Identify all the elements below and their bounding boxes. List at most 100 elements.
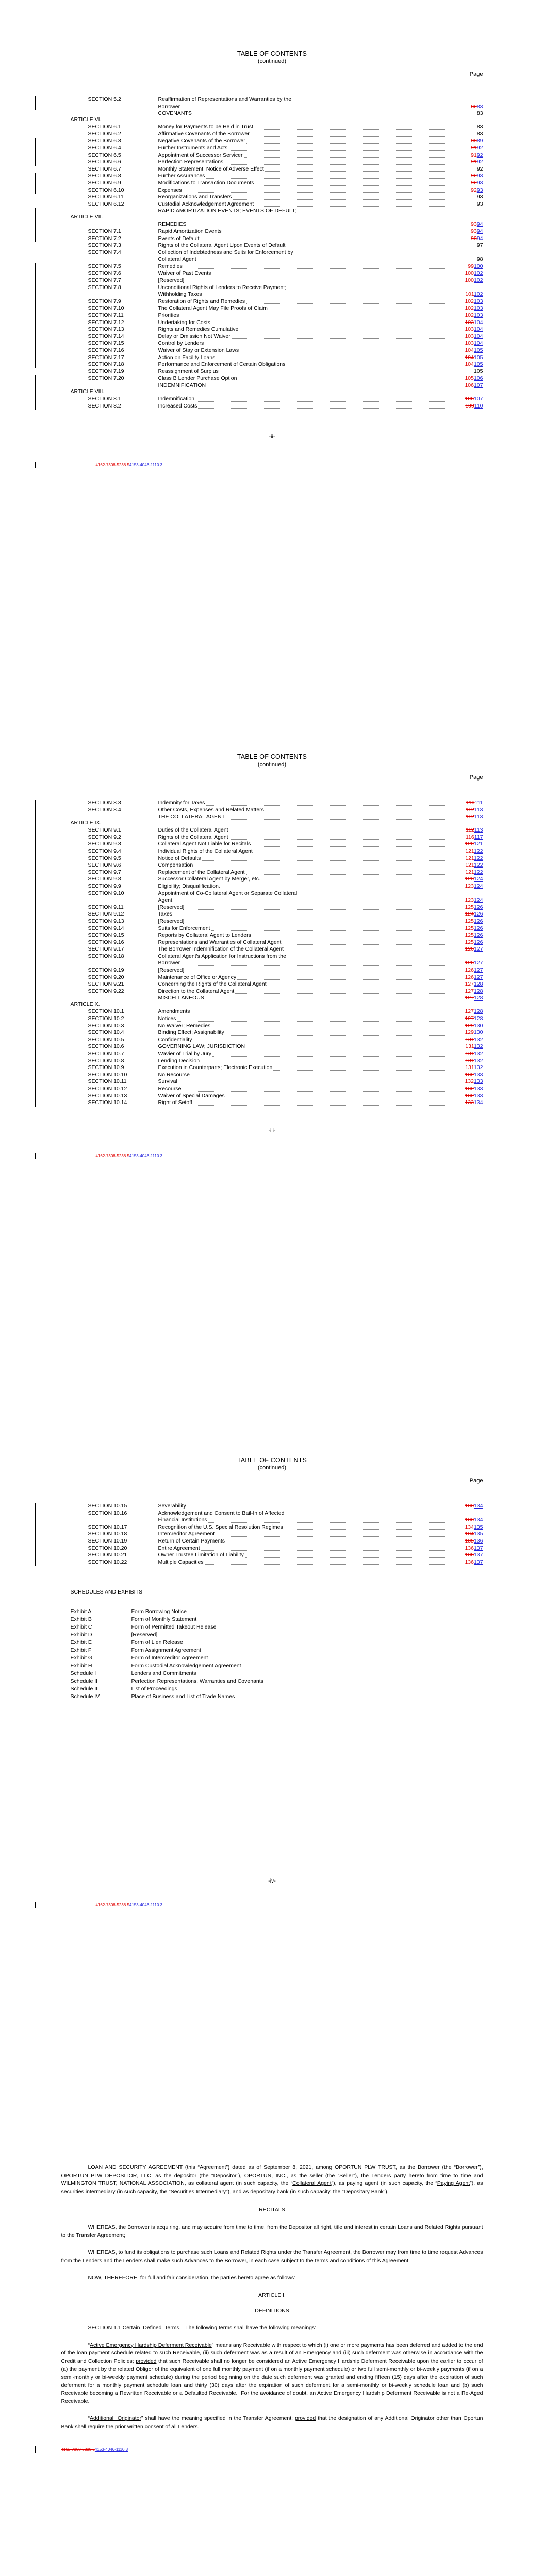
toc-row[interactable]: SECTION 9.2 Rights of the Collateral Agen…: [61, 834, 483, 841]
toc-row[interactable]: SECTION 7.10 The Collateral Agent May Fil…: [61, 305, 483, 312]
toc-row[interactable]: SECTION 8.1 Indemnification 106107: [61, 395, 483, 403]
toc-row[interactable]: SECTION 7.2 Events of Default 9394: [61, 235, 483, 243]
toc-row[interactable]: SECTION 9.10 Appointment of Co-Collateral…: [61, 890, 483, 897]
toc-row-continuation[interactable]: Collateral Agent 98: [61, 256, 483, 263]
toc-row[interactable]: SECTION 7.16 Waiver of Stay or Extension …: [61, 347, 483, 354]
toc-row-number: SECTION 7.15: [88, 340, 124, 347]
toc-row[interactable]: SECTION 10.14 Right of Setoff 133134: [61, 1099, 483, 1107]
toc-row[interactable]: SECTION 10.10 No Recourse 132133: [61, 1071, 483, 1079]
toc-row[interactable]: SECTION 9.19 [Reserved] 126127: [61, 967, 483, 974]
toc-row-continuation[interactable]: Borrower 126127: [61, 960, 483, 967]
toc-row[interactable]: SECTION 10.17 Recognition of the U.S. Spe…: [61, 1523, 483, 1531]
toc-row[interactable]: SECTION 10.18 Intercreditor Agreement 1341…: [61, 1531, 483, 1538]
toc-row[interactable]: SECTION 7.11 Priorities 102103: [61, 312, 483, 319]
section-1-1-paragraph: SECTION 1.1 Certain Defined Terms. The f…: [88, 2325, 317, 2331]
toc-row[interactable]: SECTION 7.19 Reassignment of Surplus 105: [61, 368, 483, 376]
toc-row[interactable]: ARTICLE X. MISCELLANEOUS 127128: [61, 995, 483, 1008]
toc-row[interactable]: SECTION 9.9 Eligibility; Disqualification…: [61, 883, 483, 890]
toc-row[interactable]: SECTION 10.19 Return of Certain Payments 1…: [61, 1537, 483, 1545]
toc-row-continuation[interactable]: Borrower 8283: [61, 103, 483, 111]
toc-row[interactable]: SECTION 7.18 Performance and Enforcement …: [61, 361, 483, 368]
toc-row[interactable]: SECTION 9.18 Collateral Agent's Applicati…: [61, 953, 483, 960]
toc-row[interactable]: SECTION 7.3 Rights of the Collateral Agen…: [61, 242, 483, 249]
toc-row-continuation[interactable]: Agent. 123124: [61, 897, 483, 904]
toc-row[interactable]: SECTION 9.13 [Reserved] 125126: [61, 918, 483, 925]
toc-row[interactable]: SECTION 7.15 Control by Lenders 103104: [61, 340, 483, 347]
toc-row[interactable]: SECTION 6.5 Appointment of Successor Serv…: [61, 151, 483, 159]
toc-row[interactable]: SECTION 6.7 Monthly Statement; Notice of …: [61, 165, 483, 173]
toc-row[interactable]: SECTION 7.17 Action on Facility Loans 1041…: [61, 354, 483, 362]
toc-row[interactable]: SECTION 6.2 Affirmative Covenants of the …: [61, 130, 483, 138]
toc-row[interactable]: ARTICLE VI. COVENANTS 83: [61, 110, 483, 124]
toc-page-number-deleted: 126: [465, 946, 474, 953]
toc-row[interactable]: SECTION 7.20 Class B Lender Purchase Opti…: [61, 375, 483, 382]
toc-row[interactable]: SECTION 6.10 Expenses 9293: [61, 187, 483, 194]
toc-row[interactable]: SECTION 9.16 Representations and Warranti…: [61, 939, 483, 946]
toc-row[interactable]: SECTION 10.9 Execution in Counterparts; E…: [61, 1064, 483, 1072]
toc-row[interactable]: SECTION 7.6 Waiver of Past Events 100102: [61, 270, 483, 277]
toc-row[interactable]: SECTION 10.3 No Waiver; Remedies 129130: [61, 1022, 483, 1030]
toc-row[interactable]: SECTION 9.8 Successor Collateral Agent by…: [61, 876, 483, 883]
toc-row[interactable]: SECTION 10.13 Waiver of Special Damages 13…: [61, 1092, 483, 1100]
toc-row[interactable]: SECTION 6.12 Custodial Acknowledgement Ag…: [61, 200, 483, 208]
toc-row[interactable]: SECTION 6.4 Further Instruments and Acts 9…: [61, 144, 483, 152]
toc-row[interactable]: SECTION 9.12 Taxes 124126: [61, 911, 483, 918]
toc-row[interactable]: SECTION 9.17 The Borrower Indemnification…: [61, 946, 483, 953]
toc-row[interactable]: SECTION 10.6 GOVERNING LAW; JURISDICTION 1…: [61, 1043, 483, 1050]
toc-row[interactable]: SECTION 10.11 Survival 132133: [61, 1078, 483, 1086]
toc-row[interactable]: SECTION 9.5 Notice of Defaults 121122: [61, 855, 483, 862]
toc-row[interactable]: SECTION 7.12 Undertaking for Costs 103104: [61, 319, 483, 327]
toc-row[interactable]: SECTION 7.13 Rights and Remedies Cumulati…: [61, 326, 483, 333]
schedule-row: Exhibit C Form of Permitted Takeout Relea…: [61, 1623, 483, 1631]
toc-row[interactable]: SECTION 10.15 Severability 133134: [61, 1503, 483, 1510]
toc-row[interactable]: ARTICLE VII. RAPID AMORTIZATION EVENTS; E…: [61, 208, 483, 221]
toc-row[interactable]: SECTION 7.1 Rapid Amortization Events 9394: [61, 228, 483, 235]
toc-row[interactable]: ARTICLE VIII. INDEMNIFICATION 106107: [61, 382, 483, 396]
toc-row[interactable]: SECTION 9.11 [Reserved] 125126: [61, 904, 483, 911]
toc-row[interactable]: SECTION 9.3 Collateral Agent Not Liable f…: [61, 841, 483, 848]
toc-row[interactable]: SECTION 10.16 Acknowledgement and Consent…: [61, 1510, 483, 1517]
toc-row[interactable]: SECTION 9.1 Duties of the Collateral Agen…: [61, 827, 483, 834]
definition-active-emergency-hardship-deferment-receivable: “Active Emergency Hardship Deferment Rec…: [61, 2342, 483, 2404]
toc-row[interactable]: SECTION 9.22 Direction to the Collateral …: [61, 988, 483, 995]
toc-row[interactable]: SECTION 8.2 Increased Costs 109110: [61, 402, 483, 410]
toc-row[interactable]: SECTION 6.3 Negative Covenants of the Bor…: [61, 138, 483, 145]
toc-row[interactable]: SECTION 10.4 Binding Effect; Assignabilit…: [61, 1029, 483, 1037]
toc-row[interactable]: SECTION 6.1 Money for Payments to be Held…: [61, 124, 483, 131]
toc-row[interactable]: SECTION 10.22 Multiple Capacities 136137: [61, 1558, 483, 1566]
toc-row[interactable]: SECTION 9.14 Suits for Enforcement 125126: [61, 925, 483, 933]
toc-row[interactable]: SECTION 9.15 Reports by Collateral Agent …: [61, 932, 483, 939]
toc-row[interactable]: SECTION 9.7 Replacement of the Collateral…: [61, 869, 483, 876]
toc-row[interactable]: SECTION 6.8 Further Assurances 9293: [61, 173, 483, 180]
toc-row[interactable]: SECTION 10.20 Entire Agreement 136137: [61, 1545, 483, 1552]
toc-row[interactable]: SECTION 10.2 Notices 127128: [61, 1015, 483, 1023]
toc-row-continuation[interactable]: REMEDIES 9394: [61, 221, 483, 228]
toc-row[interactable]: SECTION 10.8 Lending Decision 131132: [61, 1057, 483, 1065]
toc-row-number: SECTION 7.3: [88, 242, 121, 249]
toc-row[interactable]: SECTION 6.6 Perfection Representations 919…: [61, 159, 483, 166]
toc-row[interactable]: SECTION 8.3 Indemnity for Taxes 110111: [61, 800, 483, 807]
toc-row[interactable]: SECTION 7.9 Restoration of Rights and Rem…: [61, 298, 483, 306]
toc-row[interactable]: SECTION 6.9 Modifications to Transaction …: [61, 179, 483, 187]
toc-row[interactable]: SECTION 9.4 Individual Rights of the Coll…: [61, 848, 483, 855]
toc-row[interactable]: SECTION 7.7 [Reserved] 100102: [61, 277, 483, 284]
toc-row[interactable]: SECTION 7.14 Delay or Omission Not Waiver…: [61, 333, 483, 341]
toc-row[interactable]: SECTION 10.5 Confidentiality 131132: [61, 1036, 483, 1044]
toc-row[interactable]: SECTION 9.6 Compensation 121122: [61, 862, 483, 869]
toc-row-continuation[interactable]: Withholding Taxes 101102: [61, 291, 483, 298]
toc-row-continuation[interactable]: Financial Institutions 133134: [61, 1517, 483, 1524]
toc-row[interactable]: SECTION 7.5 Remedies 99100: [61, 263, 483, 270]
toc-row[interactable]: SECTION 6.11 Reorganizations and Transfer…: [61, 194, 483, 201]
toc-row[interactable]: SECTION 9.20 Maintenance of Office or Age…: [61, 974, 483, 981]
toc-row[interactable]: SECTION 5.2 Reaffirmation of Representati…: [61, 96, 483, 104]
toc-row[interactable]: SECTION 10.1 Amendments 127128: [61, 1008, 483, 1015]
toc-row[interactable]: SECTION 10.21 Owner Trustee Limitation of…: [61, 1552, 483, 1559]
toc-row-title: Successor Collateral Agent by Merger, et…: [158, 876, 449, 883]
toc-row[interactable]: SECTION 7.4 Collection of Indebtedness an…: [61, 249, 483, 257]
toc-row[interactable]: SECTION 8.4 Other Costs, Expenses and Rel…: [61, 806, 483, 814]
toc-row[interactable]: ARTICLE IX. THE COLLATERAL AGENT 112113: [61, 814, 483, 827]
toc-row[interactable]: SECTION 10.12 Recourse 132133: [61, 1085, 483, 1093]
toc-row[interactable]: SECTION 9.21 Concerning the Rights of the…: [61, 981, 483, 988]
toc-row[interactable]: SECTION 7.8 Unconditional Rights of Lende…: [61, 284, 483, 292]
toc-row[interactable]: SECTION 10.7 Wavier of Trial by Jury 13113…: [61, 1050, 483, 1058]
